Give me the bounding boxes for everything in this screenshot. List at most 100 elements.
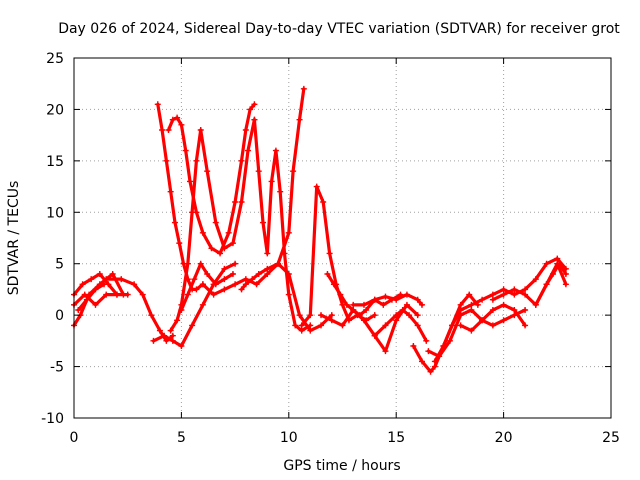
data-point [418, 358, 425, 365]
data-point [350, 307, 357, 313]
data-point [169, 332, 176, 339]
data-point [522, 322, 529, 329]
data-point [414, 312, 421, 319]
x-tick-label: 15 [387, 430, 405, 446]
data-point [427, 368, 434, 375]
data-point [154, 101, 161, 108]
data-point [543, 281, 550, 288]
data-point [554, 255, 561, 262]
data-point [251, 116, 258, 123]
data-point [83, 296, 90, 303]
data-point [197, 260, 204, 267]
data-point [418, 301, 425, 308]
data-point [281, 250, 288, 257]
data-point [500, 286, 507, 293]
data-point [403, 301, 410, 308]
data-point [178, 307, 185, 313]
data-point [221, 245, 228, 252]
series-trace [426, 308, 527, 358]
data-point [242, 281, 249, 288]
y-tick-label: 15 [46, 154, 64, 170]
data-point [221, 276, 228, 283]
data-point [410, 343, 417, 349]
data-point [148, 312, 155, 319]
data-point [268, 178, 275, 185]
data-point [382, 293, 389, 300]
data-point [532, 276, 539, 283]
data-point [238, 157, 245, 164]
data-point [171, 219, 178, 226]
data-point [169, 116, 176, 123]
data-point [393, 312, 400, 319]
data-point [457, 307, 464, 313]
data-point [324, 271, 331, 277]
data-point [232, 260, 239, 267]
data-point [191, 276, 198, 283]
series-trace [72, 272, 119, 297]
data-point [161, 332, 168, 339]
data-point [221, 265, 228, 272]
data-point [556, 260, 563, 267]
data-point [328, 312, 335, 319]
data-point [489, 291, 496, 298]
series-trace [169, 118, 256, 333]
series-trace [76, 282, 106, 312]
series-sat-n [298, 183, 378, 329]
data-point [393, 317, 400, 324]
series-sat-f [150, 260, 239, 349]
data-point [255, 168, 262, 175]
data-point [489, 307, 496, 313]
data-point [360, 317, 367, 324]
data-point [253, 281, 260, 288]
data-point [290, 168, 297, 175]
data-point [330, 281, 337, 288]
data-point [296, 116, 303, 123]
data-point [212, 219, 219, 226]
data-point [296, 312, 303, 319]
series-trace [166, 102, 256, 255]
data-point [543, 260, 550, 267]
data-point [264, 271, 271, 277]
data-point [339, 322, 346, 329]
data-point [238, 199, 245, 205]
data-point [343, 301, 350, 308]
data-point [446, 337, 453, 344]
data-point [178, 121, 185, 128]
data-point [318, 322, 325, 329]
data-point [156, 327, 163, 334]
data-point [457, 322, 464, 329]
data-point [431, 363, 438, 370]
data-point [238, 286, 245, 293]
data-point [159, 127, 166, 133]
data-point [479, 296, 486, 303]
data-point [285, 271, 292, 277]
data-point [406, 312, 413, 319]
data-point [184, 260, 191, 267]
data-point [380, 301, 387, 308]
chart-title: Day 026 of 2024, Sidereal Day-to-day VTE… [58, 21, 620, 37]
data-point [500, 291, 507, 298]
data-point [414, 296, 421, 303]
data-point [212, 281, 219, 288]
data-point [562, 281, 569, 288]
data-point [479, 317, 486, 324]
data-point [457, 301, 464, 308]
data-point [489, 322, 496, 329]
data-point [204, 168, 211, 175]
data-point [320, 199, 327, 205]
data-point [431, 358, 438, 365]
series-sat-x [532, 260, 569, 308]
data-point [300, 85, 307, 92]
data-point [550, 271, 557, 277]
data-point [96, 271, 103, 277]
data-point [264, 265, 271, 272]
data-point [277, 188, 284, 195]
data-point [169, 337, 176, 344]
data-point [313, 183, 320, 190]
data-point [242, 127, 249, 133]
data-point [489, 296, 496, 303]
series-layer [71, 85, 569, 375]
data-point [264, 250, 271, 257]
data-point [272, 147, 279, 154]
